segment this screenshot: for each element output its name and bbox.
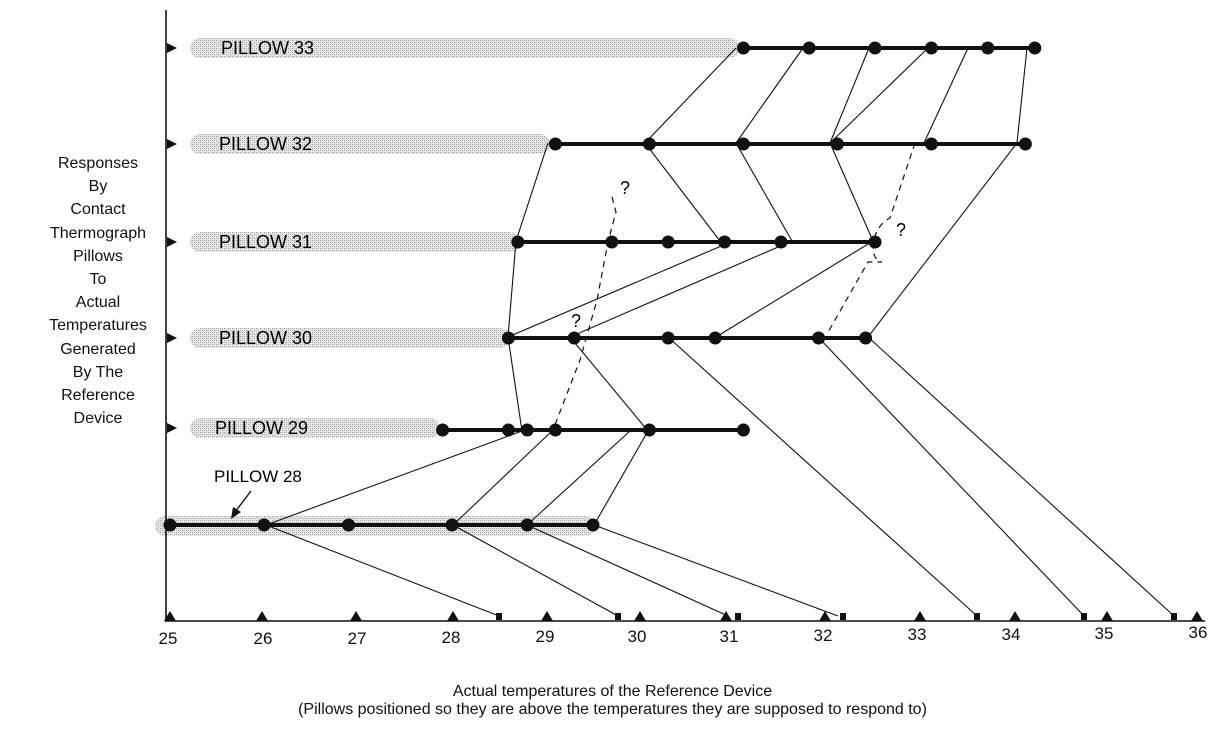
y-label-line: Temperatures: [49, 317, 147, 335]
pillow-response-point: [445, 518, 459, 532]
pillow-28-arrowhead: [231, 507, 241, 519]
row-marker-32: [167, 139, 177, 149]
pillow-response-point: [661, 331, 675, 345]
pillow-response-point: [501, 423, 515, 437]
pillow-response-point: [642, 423, 656, 437]
pillow-response-point: [981, 41, 995, 55]
pillow-33-label: PILLOW 33: [221, 38, 314, 58]
y-label-line: Reference: [61, 387, 135, 405]
pillow-response-point: [342, 518, 356, 532]
pillow-response-point: [736, 41, 750, 55]
x-tick-label: 32: [814, 626, 833, 645]
question-mark-right: ?: [896, 220, 906, 240]
question-mark-upper: ?: [620, 178, 630, 198]
pillow-29-bar: [190, 418, 440, 438]
pillow-response-point: [924, 137, 938, 151]
pillow-response-point: [1028, 41, 1042, 55]
x-tick-label: 31: [720, 627, 739, 646]
x-axis-triangle-markers: [164, 611, 1203, 621]
pillow-response-point: [548, 137, 562, 151]
x-tick-label: 33: [908, 625, 927, 644]
pillow-response-point: [924, 41, 938, 55]
pillow-response-point: [567, 331, 581, 345]
x-tick-label: 29: [536, 627, 555, 646]
pillow-response-point: [736, 423, 750, 437]
y-label-line: Thermograph: [49, 224, 147, 242]
row-marker-30: [167, 333, 177, 343]
x-axis-square-markers: [496, 613, 1177, 620]
pillow-response-point: [812, 331, 826, 345]
pillow-response-point: [548, 423, 562, 437]
pillow-response-point: [868, 235, 882, 249]
pillow-response-point: [163, 518, 177, 532]
pillow-dots: [163, 41, 1042, 532]
y-label-line: Contact: [70, 201, 126, 219]
response-lines: [265, 47, 1175, 617]
x-tick-label: 25: [159, 629, 178, 648]
y-axis-label: Responses By Contact Thermograph Pillows…: [28, 152, 168, 430]
y-label-line: Actual: [75, 294, 121, 312]
question-mark-lower: ?: [571, 311, 581, 331]
pillow-32-label: PILLOW 32: [219, 134, 312, 154]
pillow-response-point: [718, 235, 732, 249]
dashed-paths: [552, 142, 916, 431]
y-label-line: Responses: [57, 155, 139, 172]
x-tick-label: 28: [442, 628, 461, 647]
pillow-response-point: [436, 423, 450, 437]
y-label-line: Generated: [60, 340, 136, 358]
pillow-32-bar: [190, 134, 550, 154]
pillow-31-bar: [190, 232, 520, 252]
x-axis-caption: Actual temperatures of the Reference Dev…: [452, 683, 773, 700]
pillow-response-point: [802, 41, 816, 55]
pillow-response-point: [501, 331, 515, 345]
x-tick-label: 27: [348, 629, 367, 648]
pillow-response-point: [586, 518, 600, 532]
row-marker-31: [167, 237, 177, 247]
pillow-28-label: PILLOW 28: [214, 467, 302, 486]
pillow-response-point: [520, 518, 534, 532]
y-label-line: To: [89, 271, 107, 289]
x-tick-label: 26: [254, 629, 273, 648]
pillow-response-point: [868, 41, 882, 55]
x-tick-label: 30: [628, 627, 647, 646]
pillow-response-point: [520, 423, 534, 437]
pillow-response-point: [708, 331, 722, 345]
pillow-response-point: [1018, 137, 1032, 151]
pillow-31-label: PILLOW 31: [219, 232, 312, 252]
pillow-response-point: [661, 235, 675, 249]
pillow-29-label: PILLOW 29: [215, 418, 308, 438]
y-label-line: By: [88, 178, 108, 196]
x-axis-tick-labels: 25 26 27 28 29 30 31 32 33 34 35 36: [159, 623, 1208, 648]
y-label-line: Device: [73, 410, 123, 428]
x-tick-label: 34: [1002, 625, 1021, 644]
pillow-lines: [170, 46, 1035, 527]
pillow-response-point: [257, 518, 271, 532]
row-marker-29: [167, 423, 177, 433]
row-marker-33: [167, 43, 177, 53]
x-tick-label: 35: [1095, 624, 1114, 643]
pillow-response-point: [605, 235, 619, 249]
x-axis-caption-note: (Pillows positioned so they are above th…: [298, 701, 927, 718]
y-label-line: Pillows: [73, 247, 123, 265]
pillow-28-pointer: [234, 490, 252, 513]
pillow-30-bar: [190, 328, 510, 348]
pillow-response-point: [736, 137, 750, 151]
pillow-30-label: PILLOW 30: [219, 328, 312, 348]
pillow-response-point: [859, 331, 873, 345]
pillow-response-point: [511, 235, 525, 249]
y-label-line: By The: [72, 363, 124, 381]
pillow-response-point: [830, 137, 844, 151]
pillow-response-point: [774, 235, 788, 249]
pillow-response-point: [642, 137, 656, 151]
pillow-33-bar: [190, 38, 740, 58]
x-tick-label: 36: [1189, 623, 1208, 642]
